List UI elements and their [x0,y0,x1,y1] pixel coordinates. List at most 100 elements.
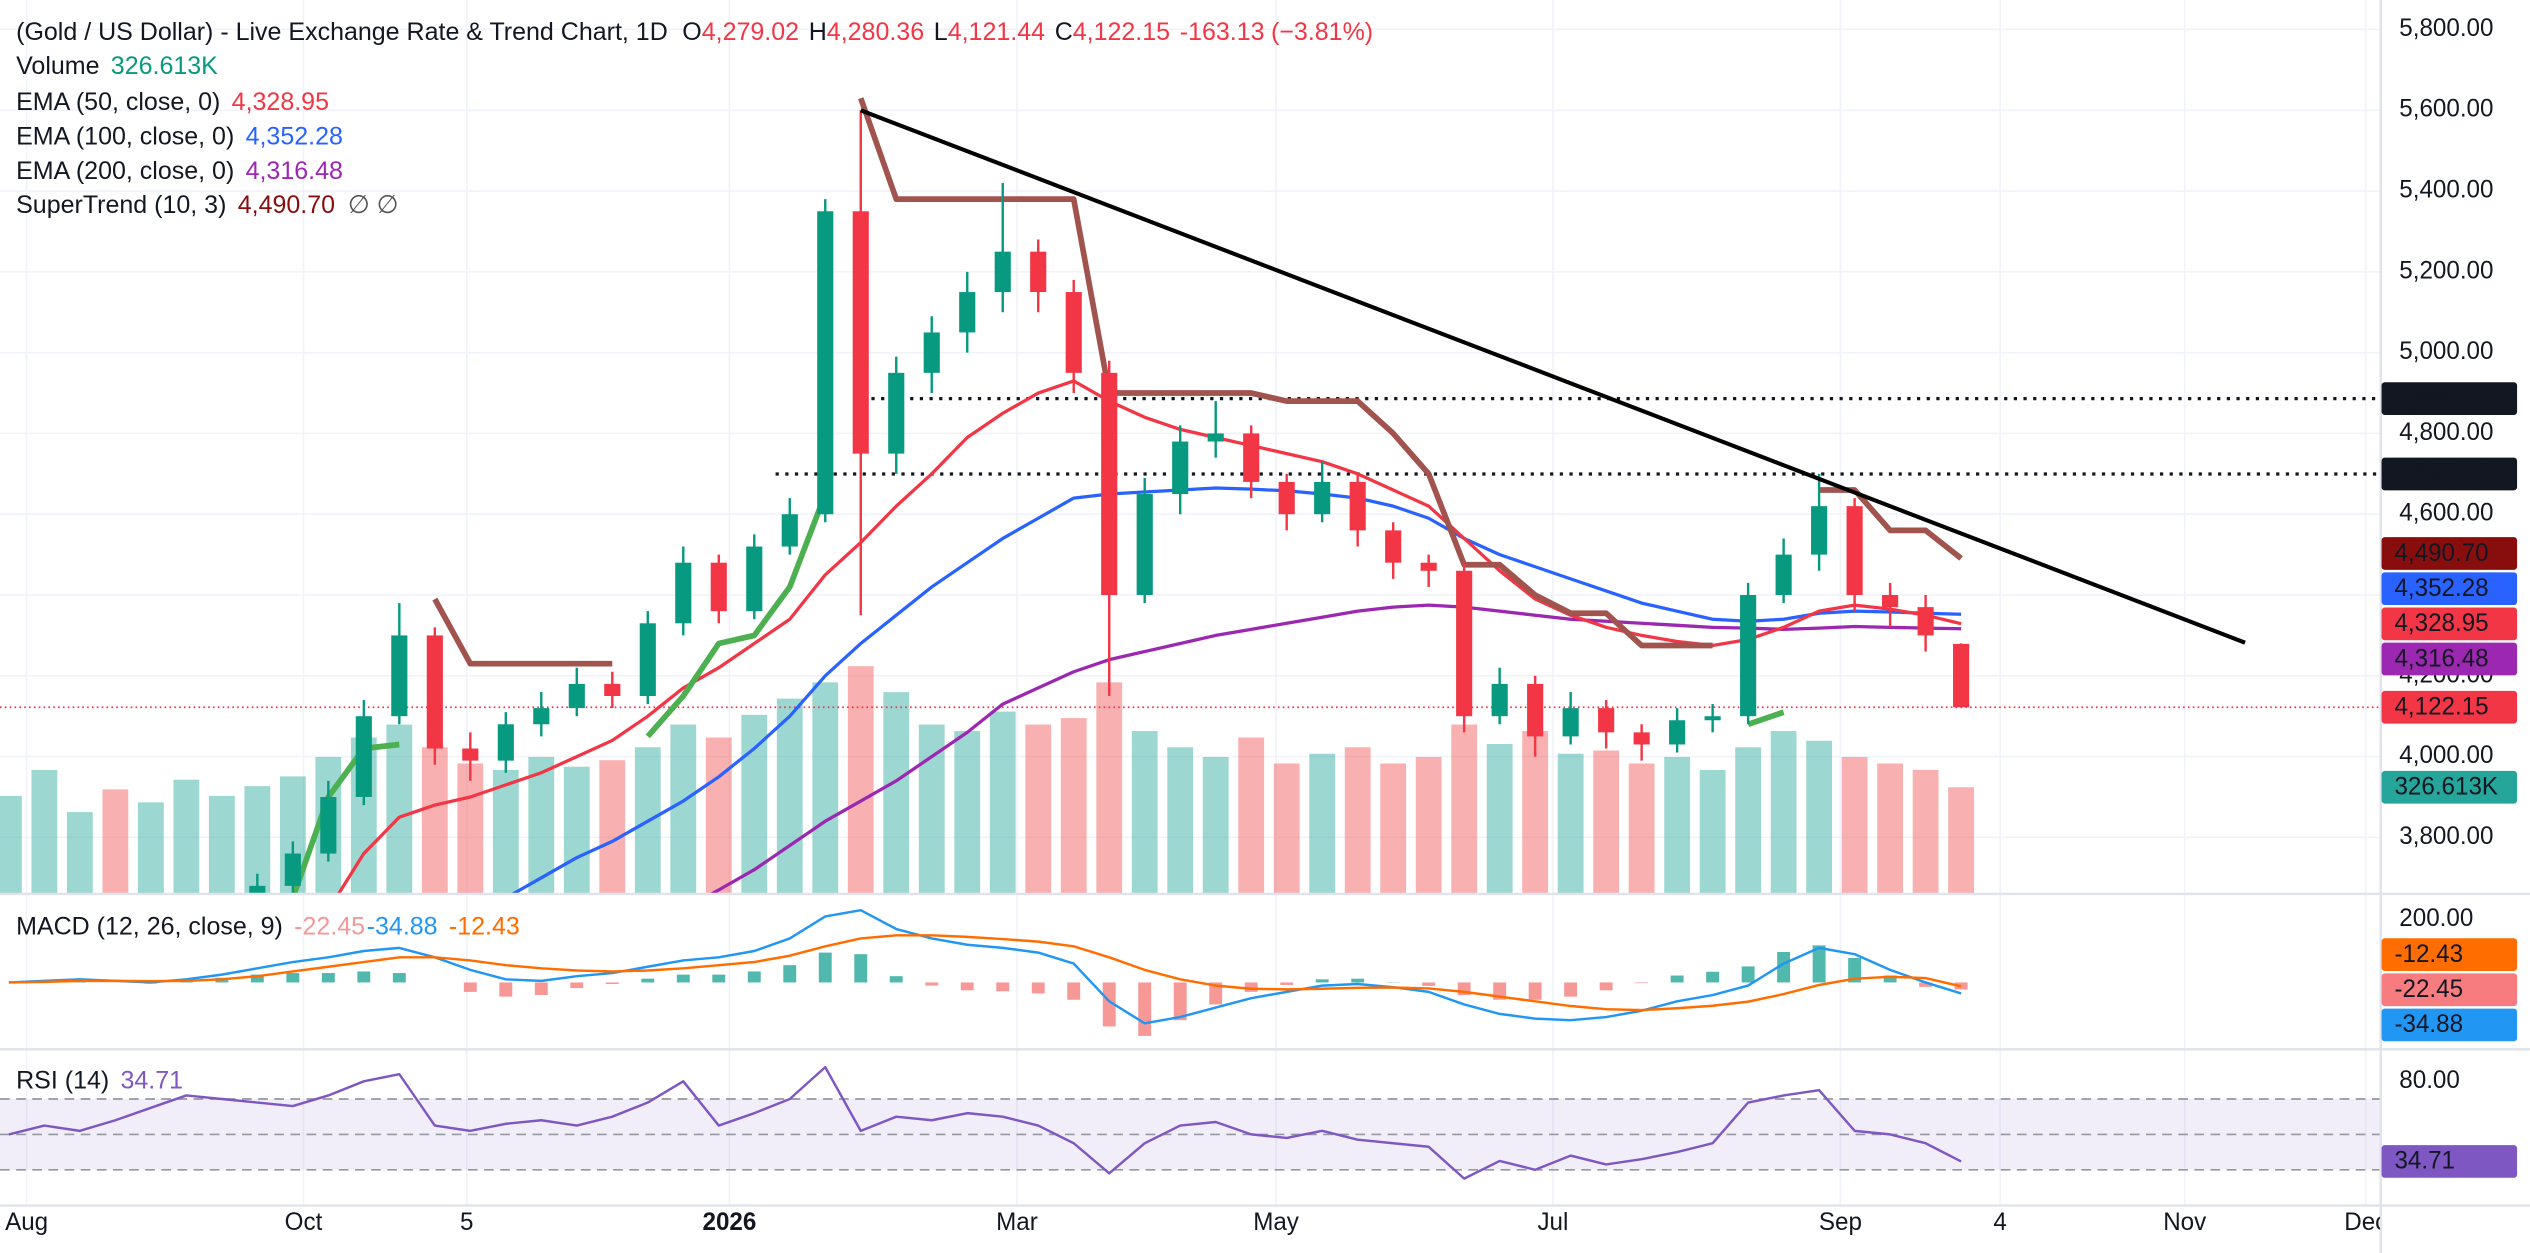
macd-hist-bar [1173,982,1187,1021]
macd-hist-bar [1031,982,1045,994]
volume-bar [1522,731,1549,894]
y-tick-label: 5,200.00 [2399,257,2493,284]
candle-body [1953,643,1970,708]
y-tick-label: 4,600.00 [2399,500,2493,527]
macd-hist-bar [357,971,371,983]
ohlc-key: L [934,17,948,45]
x-tick-label: Dec [2344,1209,2387,1236]
candle-body [568,683,585,709]
macd-hist-bar [1812,945,1826,983]
y-tick-label: 5,400.00 [2399,176,2493,203]
volume-bar [812,682,839,894]
volume-bar [457,763,484,894]
candle-body [1917,607,1934,636]
candle-body [1527,683,1544,737]
candle-body [1669,720,1686,745]
y-tick-label: 4,800.00 [2399,419,2493,446]
candle-body [1491,683,1508,717]
candle-body [781,514,798,547]
macd-hist-bar [960,982,974,991]
macd-hist-bar [1067,982,1081,1000]
x-tick-label: 5 [460,1209,473,1236]
volume-bar [1309,753,1336,894]
x-tick-label: Aug [5,1209,48,1236]
legend-name: EMA (100, close, 0) [16,122,234,150]
candle-body [923,332,940,373]
candle-body [462,748,479,761]
volume-bar [208,795,235,894]
macd-hist-bar [605,982,619,985]
candle-body [533,708,550,725]
price-pane [0,97,2380,894]
ema-line [337,379,1962,894]
candle-body [852,211,869,454]
macd-hist-bar [641,978,655,983]
candle-body [1633,732,1650,745]
candle-body [1882,595,1899,608]
candle-body [1420,562,1437,571]
candle-body [1385,530,1402,563]
price-badge-label: 4,352.28 [2394,575,2488,602]
rsi-pane [0,1065,2380,1180]
price-badge [2381,1008,2518,1042]
price-badge [2381,690,2518,724]
candle-body [1775,554,1792,596]
macd-hist-bar [818,952,832,983]
volume-bar [776,698,803,894]
macd-hist-bar [1848,957,1862,983]
legend-row: RSI (14) 34.71 [16,1066,183,1094]
volume-bar [1273,763,1300,894]
candle-body [1740,595,1757,717]
legend-row: EMA (100, close, 0) 4,352.28 [16,122,343,150]
price-badge [2381,572,2518,606]
legend-name: Volume [16,52,99,80]
y-tick-label: 5,600.00 [2399,96,2493,123]
macd-hist-bar [1741,966,1755,983]
legend-value: 34.71 [121,1066,184,1094]
volume-bar [670,724,697,894]
legend-row: Volume 326.613K [16,52,218,80]
candle-body [391,635,408,717]
candle-body [817,211,834,515]
y-tick-label: 5,800.00 [2399,15,2493,42]
macd-hist-bar [1138,982,1152,1036]
legend-value: -12.43 [449,912,520,940]
ema-line [511,486,1962,894]
price-badge [2381,642,2518,676]
volume-bar [421,747,448,894]
change: -163.13 [1180,17,1265,45]
candle-body [1030,251,1047,293]
volume-bar [705,737,732,894]
macd-line [8,908,1962,1025]
legend-name: RSI (14) [16,1066,109,1094]
legend-value: 4,316.48 [246,156,343,184]
volume-bar [386,724,413,894]
legend-name: SuperTrend (10, 3) [16,191,226,219]
candle-body [249,885,266,894]
candle-body [320,796,337,854]
macd-hist-bar [996,982,1010,992]
volume-bar [31,769,58,894]
price-badge [2381,457,2518,491]
volume-bar [1415,756,1442,894]
volume-bar [1486,744,1513,894]
x-tick-label: 2026 [703,1209,757,1236]
candle-body [1598,708,1615,733]
y-tick-label: 200.00 [2399,905,2473,932]
legend-name: MACD (12, 26, close, 9) [16,912,283,940]
volume-bar [1877,763,1904,894]
macd-hist-bar [1280,982,1294,985]
price-badge [2381,607,2518,641]
macd-hist-bar [1919,982,1933,987]
axes: 3,800.004,000.004,200.004,400.004,600.00… [2399,15,2493,1094]
macd-hist-bar [1351,978,1365,983]
candle-body [284,853,301,886]
price-badge [2381,1145,2518,1178]
volume-bar [1593,750,1620,894]
price-badge-label: 4,490.70 [2394,540,2488,567]
x-tick-label: Sep [1819,1209,1862,1236]
price-badge-label: -22.45 [2394,976,2463,1003]
macd-hist-bar [463,982,477,992]
